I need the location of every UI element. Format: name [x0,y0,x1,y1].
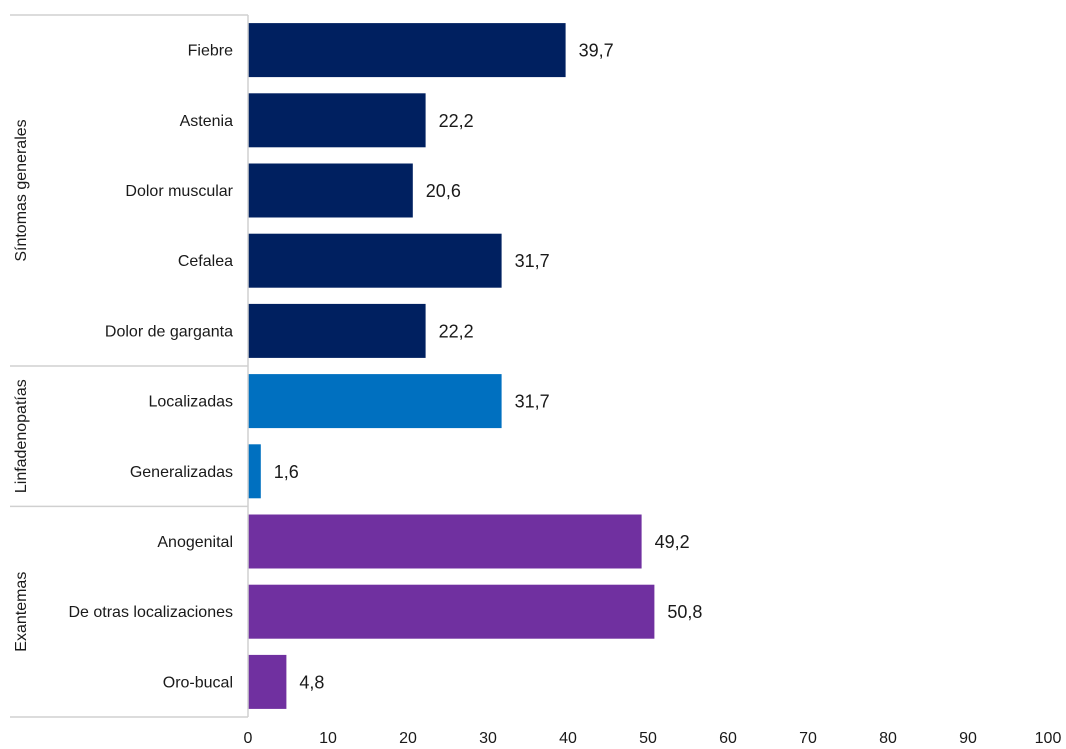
x-tick-label: 20 [399,730,417,747]
bar [248,23,566,78]
bar [248,444,261,499]
bar [248,93,426,148]
category-label: Anogenital [157,534,233,551]
category-label: De otras localizaciones [68,604,233,621]
x-tick-label: 90 [959,730,977,747]
bar [248,584,655,639]
data-label: 50,8 [667,602,702,622]
group-label: Exantemas [13,572,30,652]
category-label: Fiebre [188,43,233,60]
data-label: 31,7 [515,251,550,271]
category-label: Cefalea [178,253,233,270]
bar [248,654,287,709]
x-tick-label: 70 [799,730,817,747]
bar [248,163,413,218]
x-tick-label: 0 [244,730,253,747]
group-label: Linfadenopatías [13,379,30,493]
x-tick-label: 60 [719,730,737,747]
x-tick-label: 10 [319,730,337,747]
bar [248,233,502,288]
x-tick-label: 30 [479,730,497,747]
x-tick-label: 50 [639,730,657,747]
category-label: Dolor muscular [125,183,233,200]
category-label: Localizadas [149,394,234,411]
category-label: Generalizadas [130,464,233,481]
x-tick-label: 80 [879,730,897,747]
data-label: 49,2 [655,532,690,552]
bar [248,514,642,569]
data-label: 22,2 [439,111,474,131]
data-label: 4,8 [299,672,324,692]
bar [248,374,502,429]
x-tick-label: 100 [1035,730,1062,747]
data-label: 31,7 [515,392,550,412]
bar [248,303,426,358]
data-label: 1,6 [274,462,299,482]
x-tick-label: 40 [559,730,577,747]
category-label: Oro-bucal [163,674,233,691]
data-label: 39,7 [579,41,614,61]
category-label: Dolor de garganta [105,323,233,340]
group-label: Síntomas generales [13,119,30,261]
data-label: 20,6 [426,181,461,201]
data-label: 22,2 [439,321,474,341]
category-label: Astenia [180,113,233,130]
